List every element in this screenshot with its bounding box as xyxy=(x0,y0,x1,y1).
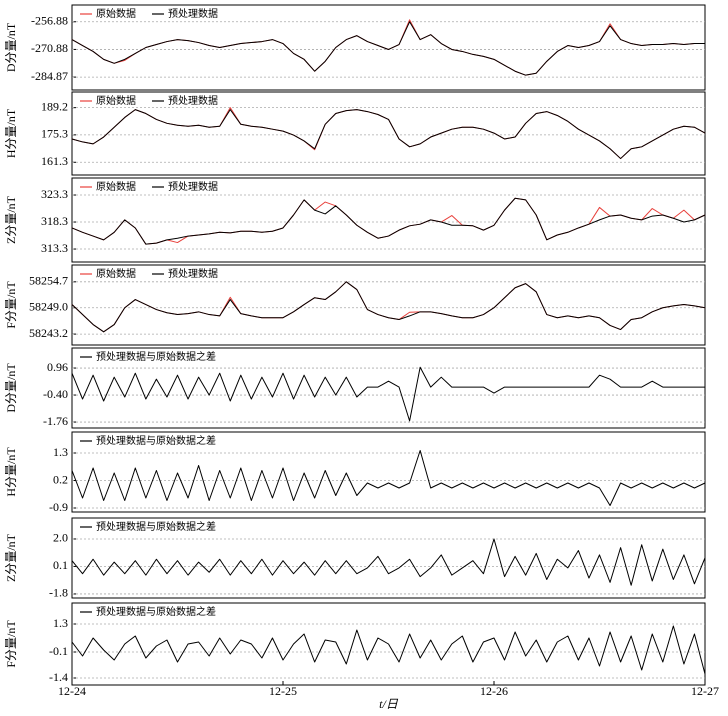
series-line xyxy=(71,281,706,333)
y-axis-label: F分量/nT xyxy=(4,620,18,668)
plot-frame xyxy=(71,431,706,513)
y-tick-label: -256.88 xyxy=(31,14,68,28)
y-axis-label: D分量/nT xyxy=(4,22,18,72)
y-tick-label: -270.88 xyxy=(31,41,68,55)
legend-label: 原始数据 xyxy=(96,94,136,107)
legend-label: 预处理数据 xyxy=(168,180,218,193)
y-tick-label: 175.3 xyxy=(41,127,68,141)
legend-label: 预处理数据与原始数据之差 xyxy=(96,350,216,363)
x-tick-label: 12-24 xyxy=(58,684,86,698)
y-tick-label: -0.1 xyxy=(49,644,68,658)
series-line xyxy=(71,197,706,245)
x-tick-label: 12-27 xyxy=(691,684,719,698)
series-line xyxy=(71,281,706,333)
legend-label: 原始数据 xyxy=(96,7,136,20)
legend-label: 预处理数据 xyxy=(168,267,218,280)
legend-label: 原始数据 xyxy=(96,267,136,280)
y-tick-label: 161.3 xyxy=(41,154,68,168)
y-tick-label: -1.8 xyxy=(49,586,68,600)
y-tick-label: 313.3 xyxy=(41,241,68,255)
legend-label: 预处理数据与原始数据之差 xyxy=(96,434,216,447)
plot-frame xyxy=(71,602,706,686)
legend-label: 预处理数据 xyxy=(168,94,218,107)
y-tick-label: 1.3 xyxy=(53,445,68,459)
y-tick-label: 58254.7 xyxy=(29,274,68,288)
y-tick-label: -1.76 xyxy=(43,414,68,428)
y-axis-label: H分量/nT xyxy=(4,447,18,497)
x-tick-label: 12-25 xyxy=(269,684,297,698)
y-tick-label: 0.1 xyxy=(53,558,68,572)
x-axis-label: t/日 xyxy=(379,697,399,711)
y-tick-label: 58249.0 xyxy=(29,299,68,313)
y-tick-label: 58243.2 xyxy=(29,326,68,340)
series-line xyxy=(71,366,705,422)
legend-label: 预处理数据 xyxy=(168,7,218,20)
x-tick-label: 12-26 xyxy=(480,684,508,698)
series-line xyxy=(71,19,705,76)
plot-frame xyxy=(71,177,706,263)
legend-label: 原始数据 xyxy=(96,180,136,193)
y-tick-label: 318.3 xyxy=(41,214,68,228)
y-axis-label: D分量/nT xyxy=(4,363,18,413)
plot-frame xyxy=(71,347,706,429)
series-line xyxy=(71,109,706,160)
y-axis-label: Z分量/nT xyxy=(4,195,18,244)
y-axis-label: F分量/nT xyxy=(4,281,18,329)
y-tick-label: -0.40 xyxy=(43,387,68,401)
y-tick-label: -0.9 xyxy=(49,500,68,514)
y-tick-label: -1.4 xyxy=(49,670,68,684)
y-axis-label: Z分量/nT xyxy=(4,533,18,582)
plot-frame xyxy=(71,4,706,91)
legend-label: 预处理数据与原始数据之差 xyxy=(96,605,216,618)
series-line xyxy=(71,538,706,586)
series-line xyxy=(71,197,706,245)
plot-frame xyxy=(71,264,706,346)
legend-label: 预处理数据与原始数据之差 xyxy=(96,520,216,533)
y-tick-label: 0.2 xyxy=(53,472,68,486)
y-tick-label: 1.3 xyxy=(53,616,68,630)
series-line xyxy=(71,450,706,506)
y-tick-label: 189.2 xyxy=(41,99,68,113)
plot-frame xyxy=(71,91,706,176)
y-axis-label: H分量/nT xyxy=(4,108,18,158)
series-line xyxy=(71,107,706,160)
y-tick-label: 323.3 xyxy=(41,187,68,201)
y-tick-label: 0.96 xyxy=(47,360,68,374)
series-line xyxy=(71,625,706,675)
y-tick-label: 2.0 xyxy=(53,531,68,545)
series-line xyxy=(71,21,705,76)
y-tick-label: -284.87 xyxy=(31,69,68,83)
